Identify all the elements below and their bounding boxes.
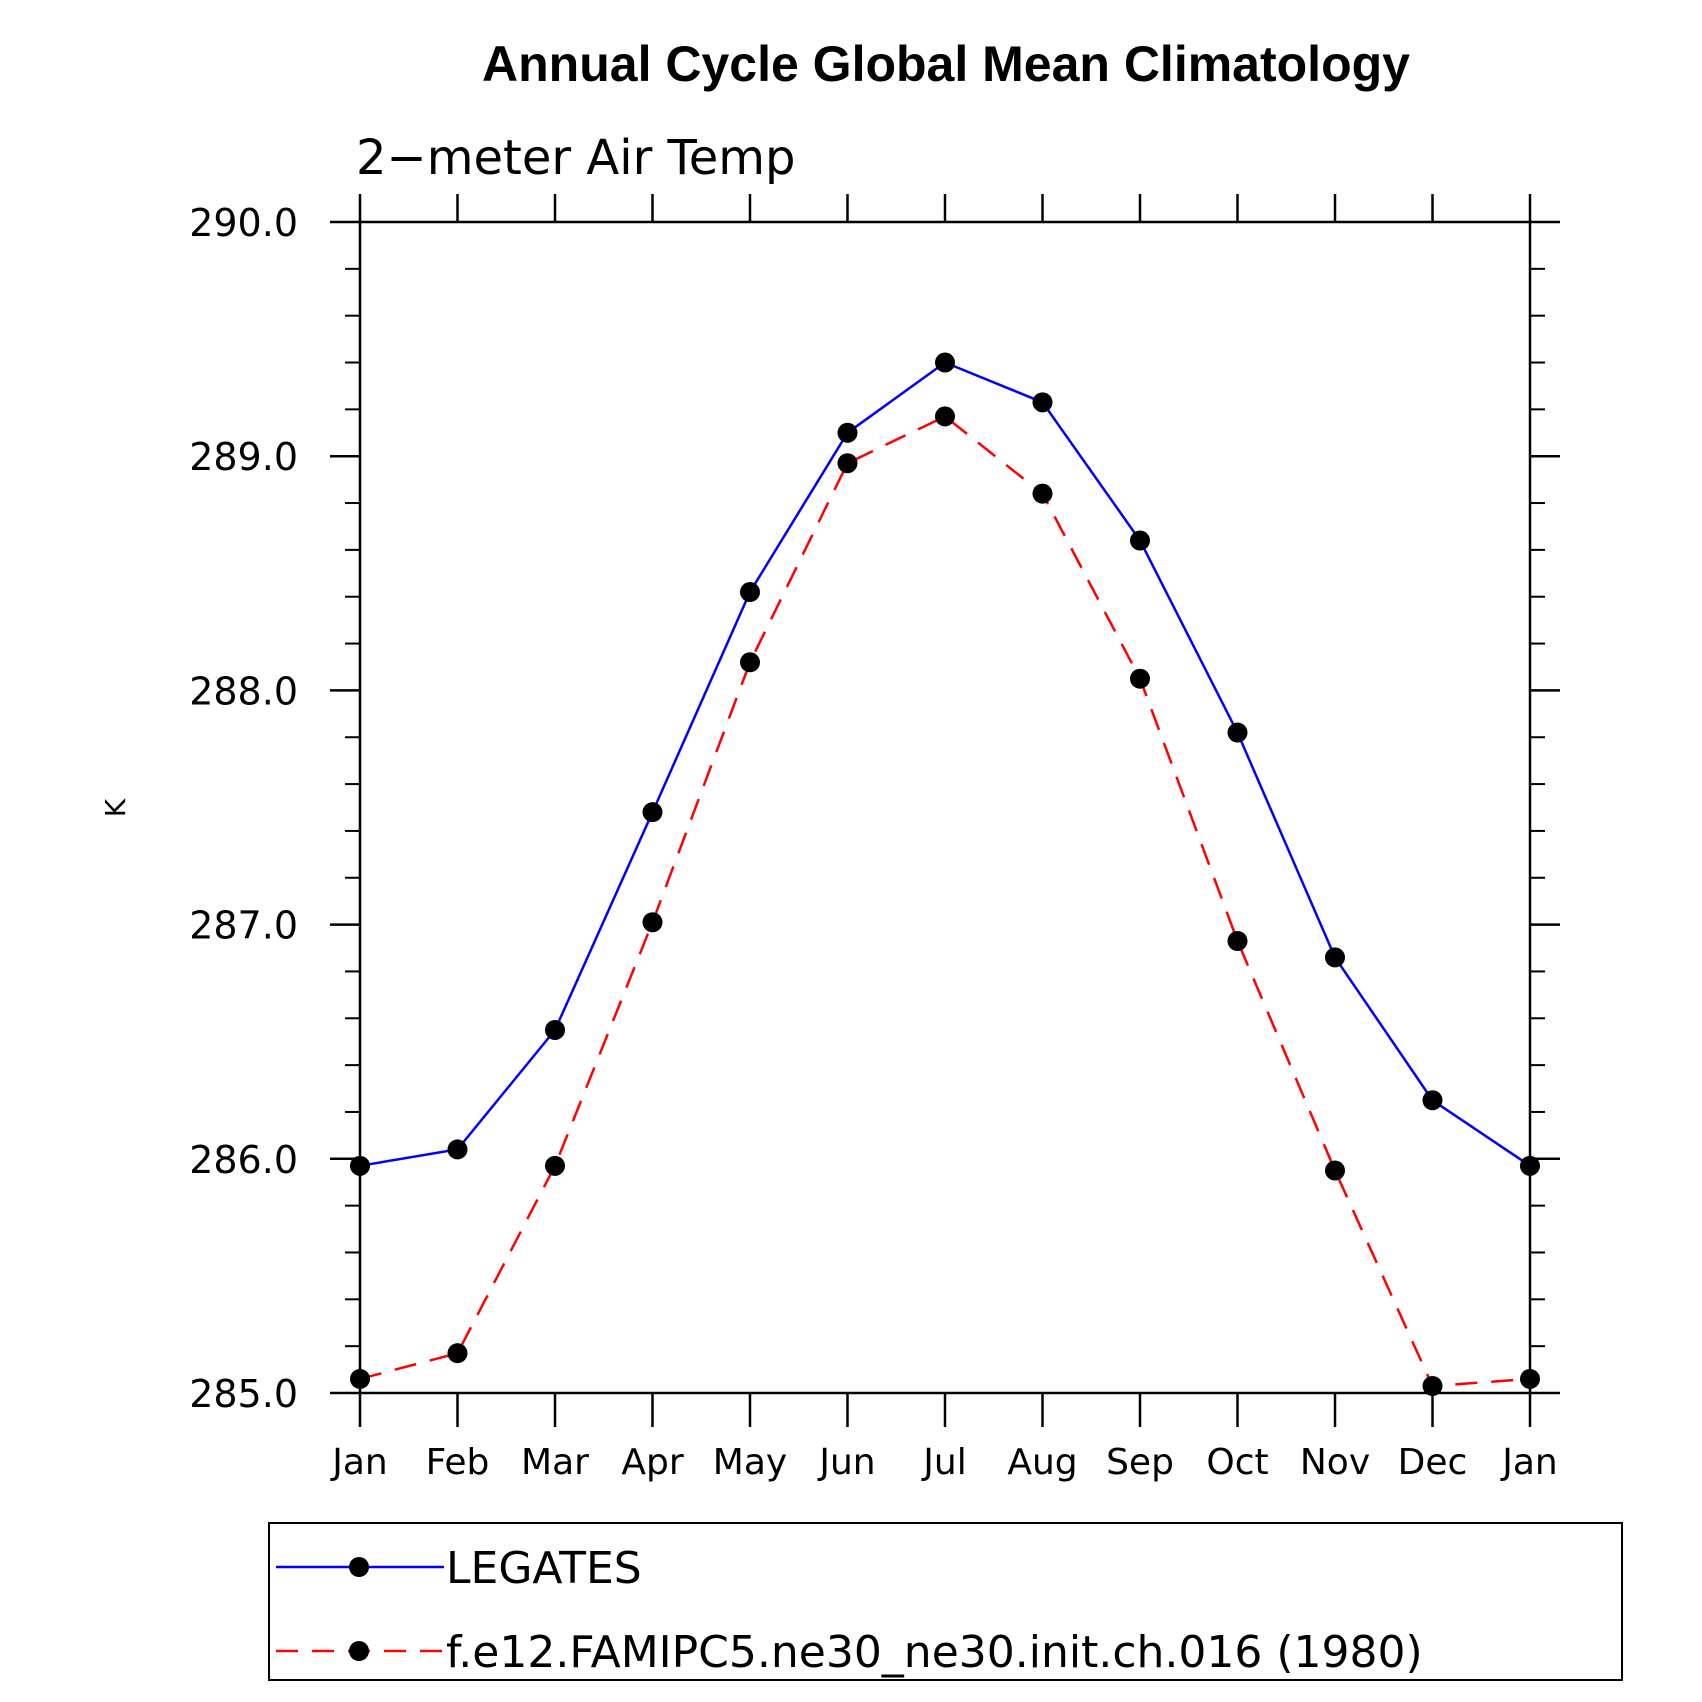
axes: Jan Feb Mar Apr May Jun Jul Aug Sep Oct Nov Dec Jan 2… (189, 194, 1560, 1483)
data-point (1032, 483, 1053, 504)
y-tick-label: 286.0 (189, 1138, 298, 1182)
series-1 (350, 352, 1540, 1176)
data-point (740, 652, 760, 673)
x-tick-label: Oct (1206, 1442, 1268, 1483)
data-point (642, 802, 663, 823)
legend-item-2: f.e12.FAMIPC5.ne30_ne30.init.ch.016 (198… (276, 1627, 1423, 1678)
data-point (350, 1155, 370, 1176)
x-tick-label: Dec (1398, 1442, 1468, 1483)
x-tick-label: Mar (521, 1442, 589, 1483)
x-tick-label: Aug (1007, 1442, 1077, 1483)
data-point (935, 352, 955, 373)
data-point (1422, 1375, 1443, 1396)
legend-marker (349, 1557, 369, 1577)
series-layer (350, 352, 1540, 1396)
x-tick-label: Apr (621, 1442, 683, 1483)
data-point (1032, 392, 1053, 413)
legend-item-1: LEGATES (276, 1543, 642, 1594)
data-point (837, 422, 858, 443)
data-point (350, 1368, 370, 1389)
x-tick-label: Nov (1300, 1442, 1370, 1483)
data-point (545, 1155, 565, 1176)
y-tick-label: 290.0 (189, 201, 298, 245)
chart-title: Annual Cycle Global Mean Climatology (482, 36, 1410, 92)
data-point (1520, 1155, 1540, 1176)
data-point (1227, 930, 1248, 951)
series-line (359, 414, 1531, 1388)
y-tick-label: 288.0 (189, 669, 298, 713)
y-tick-label: 287.0 (189, 904, 298, 948)
x-tick-label: Feb (426, 1442, 490, 1483)
x-tick-label: Jun (817, 1442, 875, 1483)
data-point (545, 1019, 565, 1040)
data-point (1130, 530, 1150, 551)
data-point (837, 453, 858, 474)
data-point (935, 406, 955, 427)
data-point (1130, 668, 1150, 689)
x-tick-label: May (713, 1442, 787, 1483)
data-point (1325, 947, 1345, 968)
data-point (447, 1343, 468, 1364)
y-tick-label: 289.0 (189, 435, 298, 479)
data-point (1325, 1160, 1345, 1181)
legend-box (268, 1522, 1623, 1681)
legend: LEGATES f.e12.FAMIPC5.ne30_ne30.init.ch.0… (268, 1522, 1623, 1681)
plot-frame (358, 220, 1532, 1395)
legend-label: LEGATES (446, 1543, 642, 1594)
x-tick-label: Jan (330, 1442, 388, 1483)
y-tick-label: 285.0 (189, 1372, 298, 1416)
x-tick-label: Sep (1106, 1442, 1174, 1483)
x-tick-label: Jan (1500, 1442, 1558, 1483)
y-axis-label: K (99, 798, 132, 817)
data-point (1227, 722, 1248, 743)
legend-label: f.e12.FAMIPC5.ne30_ne30.init.ch.016 (198… (446, 1627, 1423, 1678)
data-point (447, 1139, 468, 1160)
series-line (359, 361, 1531, 1168)
series-2 (350, 406, 1540, 1396)
x-tick-label: Jul (921, 1442, 966, 1483)
data-point (1520, 1368, 1540, 1389)
data-point (642, 912, 663, 933)
chart-subtitle: 2−meter Air Temp (356, 130, 795, 186)
data-point (740, 582, 760, 603)
data-point (1422, 1090, 1443, 1111)
legend-marker (349, 1641, 369, 1661)
